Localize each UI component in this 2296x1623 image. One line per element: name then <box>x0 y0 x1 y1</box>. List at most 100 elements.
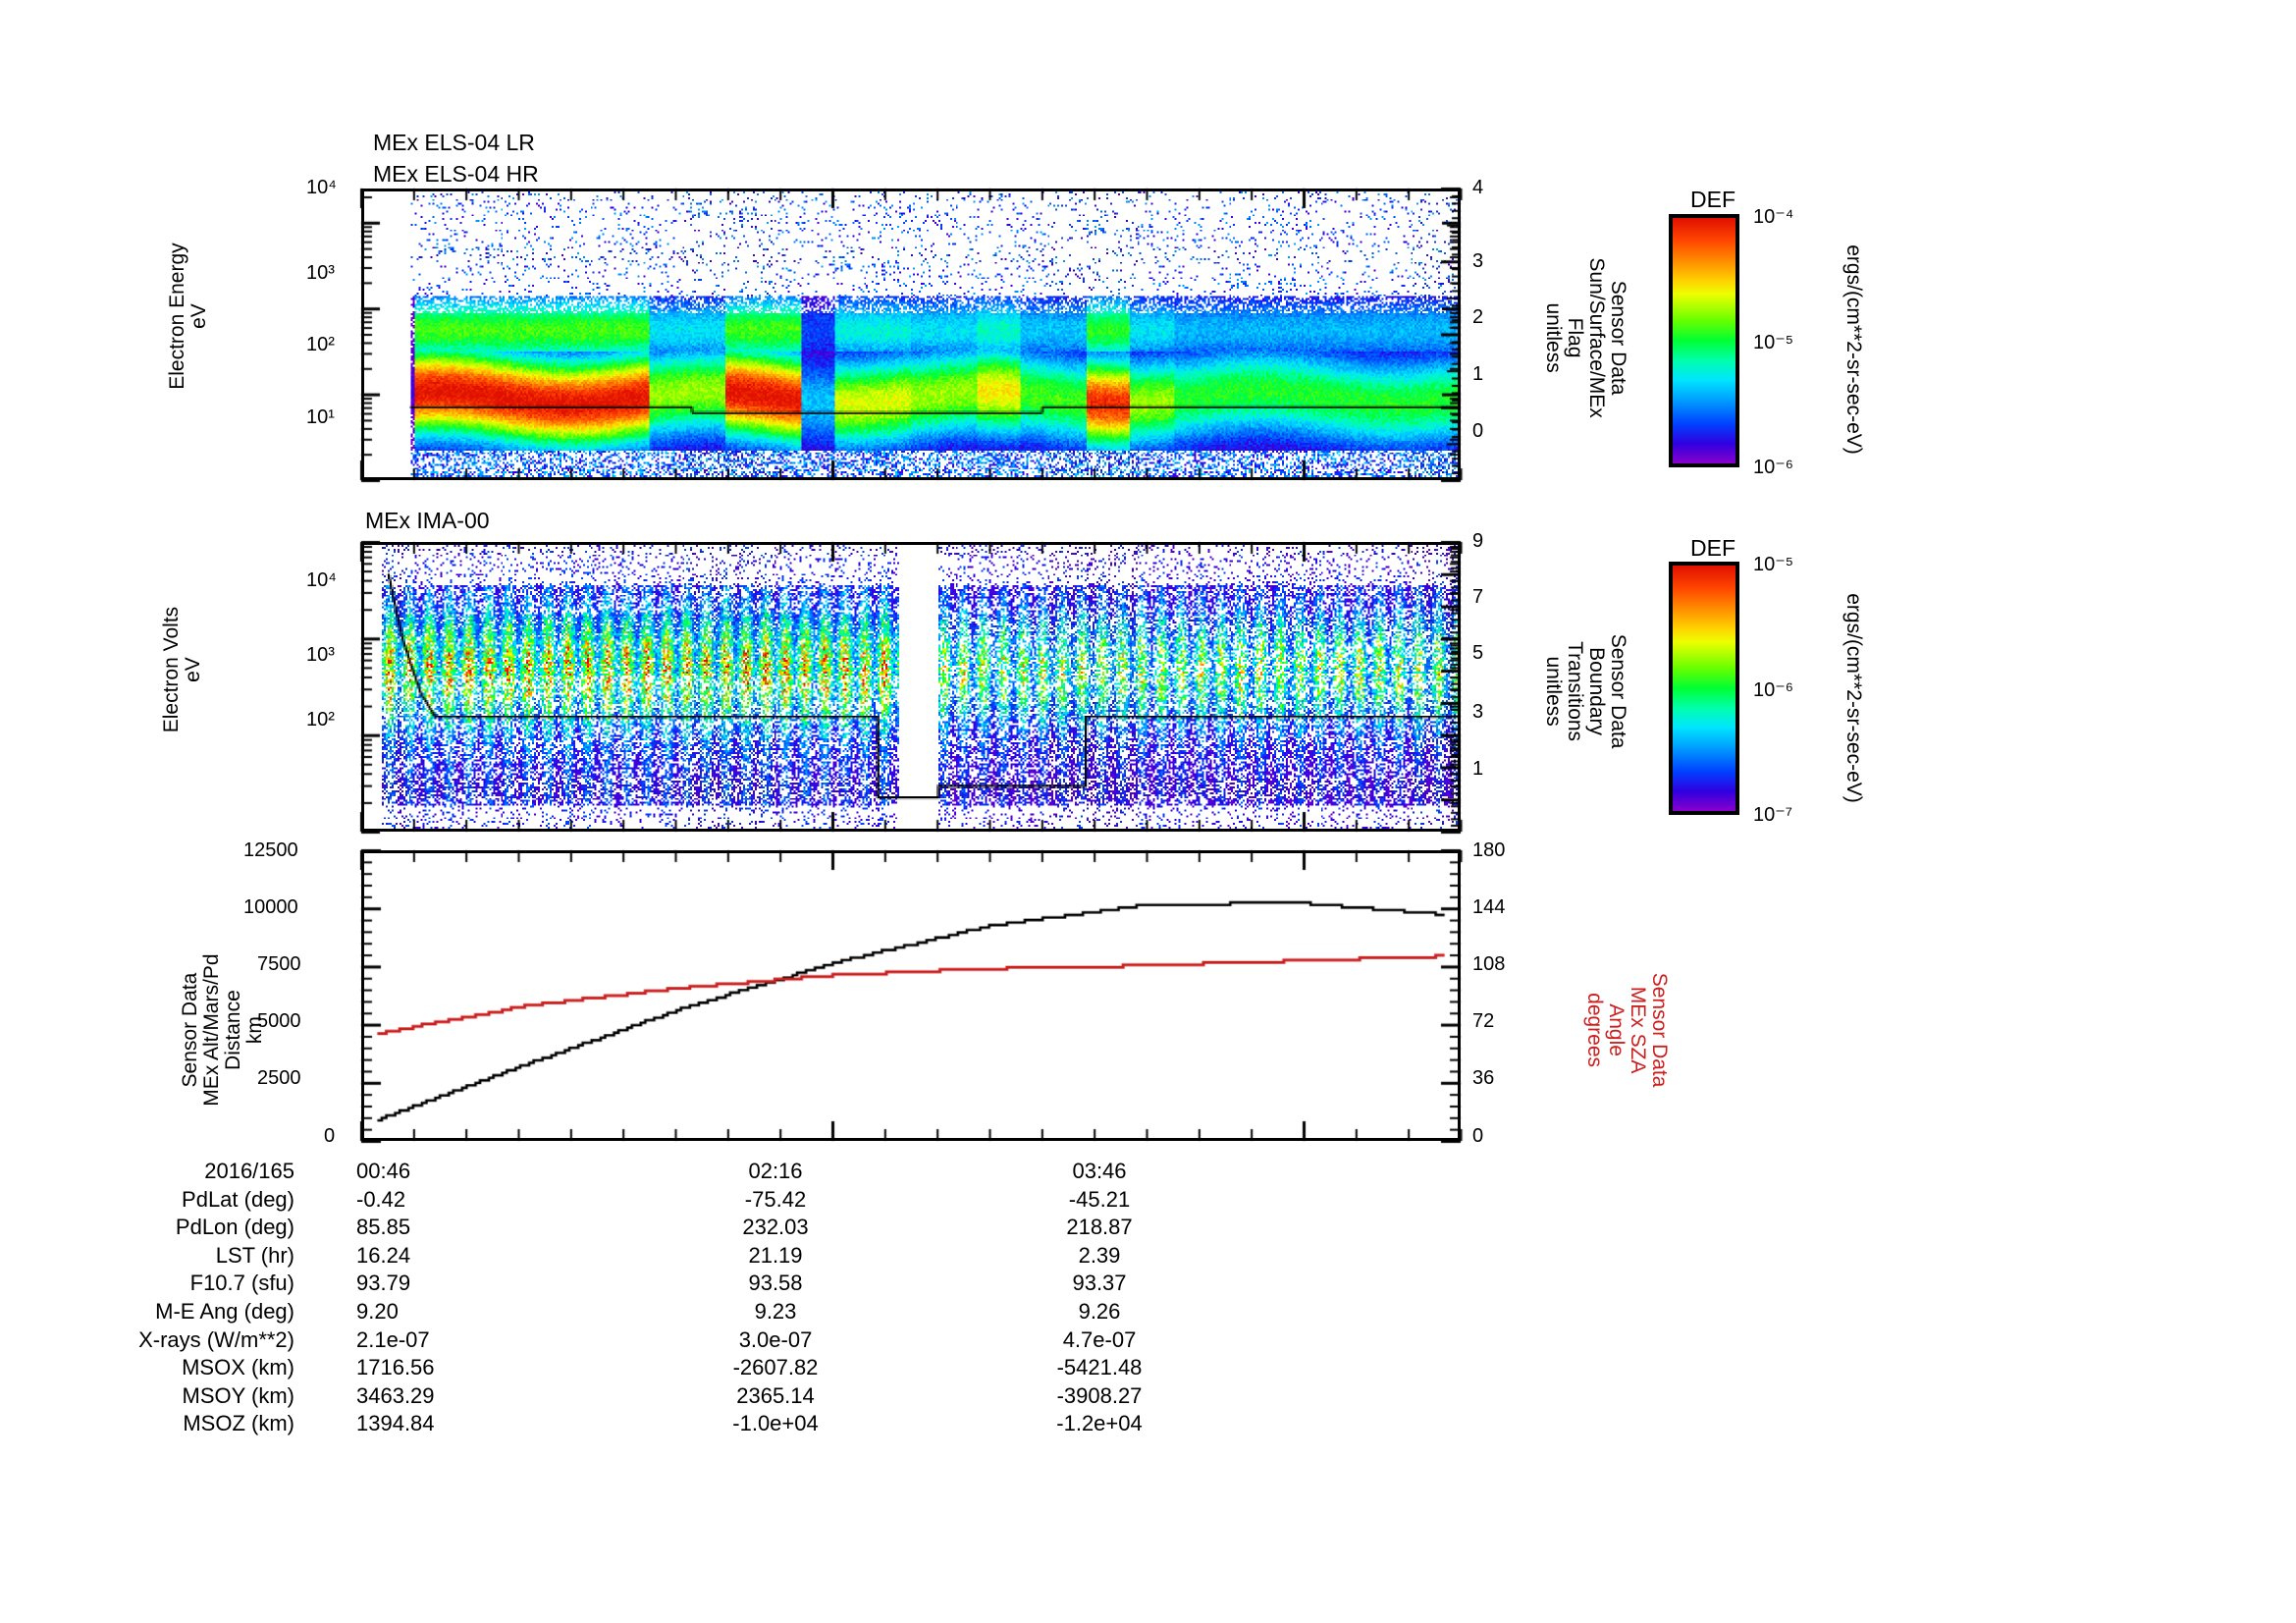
panel-1-rtick-2: 2 <box>1472 306 1484 328</box>
table-row-label: PdLat (deg) <box>182 1186 294 1212</box>
table-cell: -0.42 <box>356 1186 406 1212</box>
panel-3-right-label: Sensor Data MEx SZA Angle degrees <box>1582 868 1672 1192</box>
colorbar-1 <box>1669 214 1739 467</box>
panel-3-ylabel-line2: MEx Alt/Mars/Pd <box>199 953 223 1107</box>
panel-1-titles: MEx ELS-04 LR MEx ELS-04 HR <box>373 130 539 188</box>
table-cell: 1716.56 <box>356 1355 435 1380</box>
panel-3-right-label-line1: Sensor Data <box>1648 972 1672 1088</box>
panel-1-plot <box>361 189 1461 480</box>
table-row-label: F10.7 (sfu) <box>189 1271 294 1296</box>
panel-3-rtick-1: 144 <box>1472 896 1506 918</box>
panel-2-right-label-line2: Boundary <box>1585 647 1609 736</box>
panel-1-ytick-3: 10¹ <box>306 406 335 428</box>
panel-3-right-label-line4: degrees <box>1582 993 1606 1068</box>
table-cell: -1.2e+04 <box>1056 1411 1143 1436</box>
colorbar-2 <box>1669 562 1739 815</box>
panel-2-spectrogram <box>364 545 1458 829</box>
colorbar-1-title: DEF <box>1690 187 1735 212</box>
table-cell: 93.37 <box>1072 1271 1127 1296</box>
panel-3-right-label-line3: Angle <box>1605 1003 1628 1056</box>
table-row-label: 2016/165 <box>204 1159 294 1183</box>
panel-1-ylabel-line2: eV <box>187 303 210 329</box>
panel-3-right-label-line2: MEx SZA <box>1627 986 1650 1074</box>
table-cell: 93.79 <box>356 1271 411 1296</box>
panel-2-right-label-line3: Transitions <box>1564 641 1586 742</box>
colorbar-1-top-label: 10⁻⁴ <box>1753 206 1794 228</box>
table-cell: -3908.27 <box>1056 1382 1143 1408</box>
table-cell: -1.0e+04 <box>732 1411 819 1436</box>
colorbar-2-bottom-label: 10⁻⁷ <box>1753 804 1793 826</box>
table-cell: -5421.48 <box>1056 1355 1143 1380</box>
panel-1-ytick-1: 10³ <box>306 262 335 284</box>
table-cell: -2607.82 <box>732 1355 819 1380</box>
panel-2-plot <box>361 542 1461 832</box>
table-cell: -75.42 <box>744 1186 807 1212</box>
panel-1-rtick-3: 1 <box>1472 363 1484 385</box>
table-row-label: M-E Ang (deg) <box>155 1299 294 1324</box>
colorbar-2-units: ergs/(cm**2-sr-sec-eV) <box>1842 531 1866 865</box>
table-cell: 9.26 <box>1078 1299 1121 1324</box>
colorbar-1-gradient <box>1673 218 1735 463</box>
panel-3-ylabel-line1: Sensor Data <box>178 972 201 1088</box>
table-row-label: X-rays (W/m**2) <box>138 1326 294 1352</box>
table-cell: -45.21 <box>1068 1186 1131 1212</box>
panel-2-ylabel-line1: Electron Volts <box>159 606 183 733</box>
panel-1-right-label-line1: Sensor Data <box>1607 280 1630 396</box>
panel-3-rtick-2: 108 <box>1472 953 1506 975</box>
panel-2-ylabel: Electron Volts eV <box>159 473 204 866</box>
table-row-label: LST (hr) <box>215 1242 294 1268</box>
table-cell: 9.23 <box>754 1299 797 1324</box>
panel-1-rtick-0: 4 <box>1472 177 1484 198</box>
table-cell: 9.20 <box>356 1299 399 1324</box>
panel-1-ytick-0: 10⁴ <box>306 177 337 198</box>
panel-2-rtick-2: 5 <box>1472 642 1484 664</box>
panel-2-right-label: Sensor Data Boundary Transitions unitles… <box>1542 529 1629 853</box>
panel-3-ytick-5: 0 <box>324 1125 336 1147</box>
colorbar-2-title: DEF <box>1690 535 1735 561</box>
table-row-label: MSOX (km) <box>182 1355 294 1380</box>
table-cell: 16.24 <box>356 1242 411 1268</box>
panel-2-ytick-1: 10³ <box>306 644 335 666</box>
table-cell: 21.19 <box>748 1242 803 1268</box>
panel-2-ytick-0: 10⁴ <box>306 569 337 591</box>
panel-1-right-label-line4: unitless <box>1541 302 1565 373</box>
panel-3-rtick-5: 0 <box>1472 1125 1484 1147</box>
table-cell: 232.03 <box>742 1215 809 1240</box>
panel-3-ytick-3: 5000 <box>257 1010 301 1032</box>
table-cell: 4.7e-07 <box>1062 1326 1137 1352</box>
table-cell: 02:16 <box>748 1159 803 1183</box>
table-row-label: MSOZ (km) <box>183 1411 294 1436</box>
panel-3-ytick-0: 12500 <box>243 839 298 861</box>
panel-1-right-label-line2: Sun/Surface/MEx <box>1585 257 1609 418</box>
colorbar-1-mid-label: 10⁻⁵ <box>1753 332 1794 353</box>
colorbar-2-gradient <box>1673 566 1735 811</box>
panel-1-ylabel-line1: Electron Energy <box>165 243 188 390</box>
panel-3-rtick-3: 72 <box>1472 1010 1495 1032</box>
panel-2-right-label-line4: unitless <box>1541 656 1565 727</box>
colorbar-2-mid-label: 10⁻⁶ <box>1753 679 1794 701</box>
panel-1-rtick-1: 3 <box>1472 250 1484 272</box>
panel-1-right-label: Sensor Data Sun/Surface/MEx Flag unitles… <box>1542 176 1629 500</box>
colorbar-1-units-text: ergs/(cm**2-sr-sec-eV) <box>1842 244 1866 455</box>
panel-2-right-label-line1: Sensor Data <box>1607 633 1630 749</box>
table-cell: 3463.29 <box>356 1382 435 1408</box>
panel-1-title-lr: MEx ELS-04 LR <box>373 130 535 155</box>
panel-3-ytick-4: 2500 <box>257 1067 301 1089</box>
table-cell: 3.0e-07 <box>738 1326 813 1352</box>
panel-2-rtick-1: 7 <box>1472 586 1484 608</box>
panel-1-spectrogram <box>364 191 1458 477</box>
panel-1-ylabel: Electron Energy eV <box>165 120 210 513</box>
panel-3-plot <box>361 850 1461 1141</box>
colorbar-2-units-text: ergs/(cm**2-sr-sec-eV) <box>1842 593 1866 803</box>
panel-1-rtick-4: 0 <box>1472 420 1484 442</box>
panel-2-ylabel-line2: eV <box>182 657 204 682</box>
panel-2-ytick-2: 10² <box>306 709 335 730</box>
panel-3-ylabel-line3: Distance <box>222 990 244 1070</box>
table-cell: 93.58 <box>748 1271 803 1296</box>
table-row-label: PdLon (deg) <box>175 1215 294 1240</box>
table-cell: 00:46 <box>356 1159 411 1183</box>
table-cell: 1394.84 <box>356 1411 435 1436</box>
table-cell: 218.87 <box>1066 1215 1133 1240</box>
table-row-label: MSOY (km) <box>182 1382 294 1408</box>
panel-3-rtick-4: 36 <box>1472 1067 1495 1089</box>
